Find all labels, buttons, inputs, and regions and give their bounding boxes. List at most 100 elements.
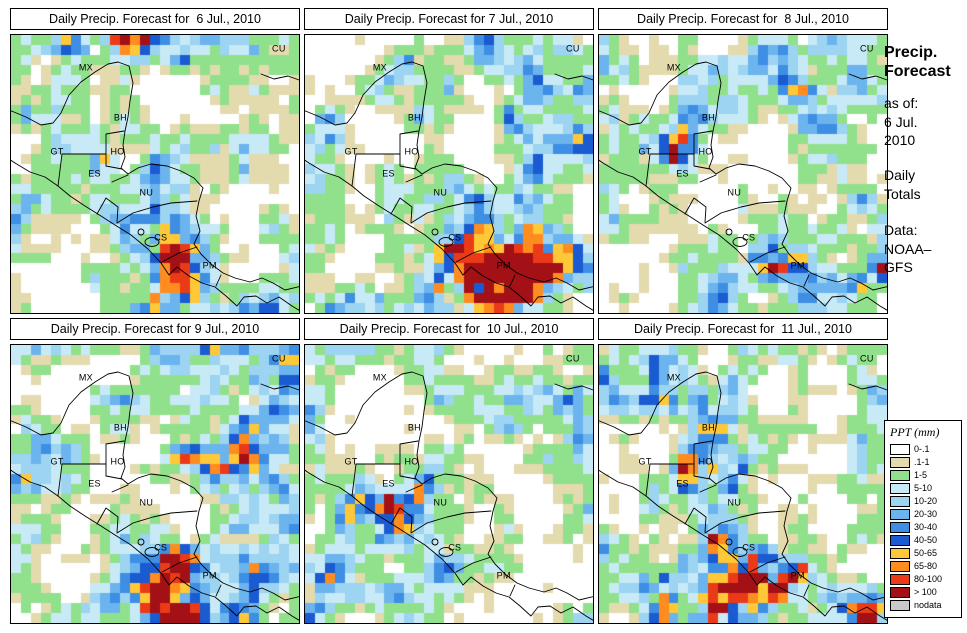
forecast-map: MX CU BH GT HO ES NU CS PM — [10, 34, 300, 314]
country-label-mx: MX — [78, 372, 93, 383]
legend-row: 1-5 — [890, 469, 957, 482]
legend-row: nodata — [890, 599, 957, 612]
country-label-nu: NU — [433, 187, 448, 198]
legend-swatch — [890, 535, 910, 546]
legend-row: .1-1 — [890, 456, 957, 469]
precip-grid-canvas — [599, 35, 887, 313]
panel-title: Daily Precip. Forecast for 11 Jul., 2010 — [598, 318, 888, 340]
country-label-gt: GT — [638, 456, 652, 467]
legend-entry-label: 40-50 — [914, 535, 938, 545]
country-label-gt: GT — [50, 146, 64, 157]
legend-swatch — [890, 509, 910, 520]
country-label-mx: MX — [78, 62, 93, 73]
legend-row: 50-65 — [890, 547, 957, 560]
country-label-pm: PM — [790, 260, 805, 271]
forecast-map: MX CU BH GT HO ES NU CS PM — [304, 344, 594, 624]
country-label-bh: BH — [701, 422, 715, 433]
sidebar-totals-line2: Totals — [884, 186, 921, 202]
legend: PPT (mm) 0-.1 .1-1 1-5 5-10 10-20 20-30 30-40 4… — [884, 420, 962, 618]
country-label-cu: CU — [566, 43, 580, 54]
legend-row: > 100 — [890, 586, 957, 599]
legend-swatch — [890, 470, 910, 481]
country-label-cu: CU — [272, 353, 286, 364]
country-label-es: ES — [676, 478, 689, 489]
legend-entry-label: 65-80 — [914, 561, 938, 571]
panel-title: Daily Precip. Forecast for 10 Jul., 2010 — [304, 318, 594, 340]
country-label-pm: PM — [496, 260, 511, 271]
legend-row: 0-.1 — [890, 443, 957, 456]
country-label-pm: PM — [790, 570, 805, 581]
legend-entry-label: 80-100 — [914, 574, 943, 584]
country-label-mx: MX — [666, 372, 681, 383]
legend-swatch — [890, 444, 910, 455]
country-label-gt: GT — [50, 456, 64, 467]
country-label-bh: BH — [407, 112, 421, 123]
country-label-es: ES — [382, 478, 395, 489]
country-label-cs: CS — [742, 542, 756, 553]
country-label-pm: PM — [202, 260, 217, 271]
sidebar-date-line2: 2010 — [884, 132, 916, 148]
country-label-es: ES — [88, 168, 101, 179]
panel-title: Daily Precip. Forecast for 7 Jul., 2010 — [304, 8, 594, 30]
country-label-gt: GT — [638, 146, 652, 157]
country-label-cu: CU — [860, 43, 874, 54]
legend-entry-label: 0-.1 — [914, 444, 930, 454]
country-label-cu: CU — [272, 43, 286, 54]
country-label-cu: CU — [566, 353, 580, 364]
country-label-cs: CS — [154, 542, 168, 553]
forecast-panel-1: Daily Precip. Forecast for 6 Jul., 2010 … — [10, 8, 300, 314]
legend-entry-label: 50-65 — [914, 548, 938, 558]
legend-entry-label: .1-1 — [914, 457, 930, 467]
legend-swatch — [890, 600, 910, 611]
sidebar-date-line1: 6 Jul. — [884, 114, 918, 130]
sidebar-source-line1: NOAA– — [884, 241, 932, 257]
country-label-bh: BH — [113, 112, 127, 123]
precip-grid-canvas — [305, 345, 593, 623]
legend-swatch — [890, 561, 910, 572]
legend-row: 10-20 — [890, 495, 957, 508]
legend-swatch — [890, 457, 910, 468]
forecast-panel-2: Daily Precip. Forecast for 7 Jul., 2010 … — [304, 8, 594, 314]
country-label-pm: PM — [202, 570, 217, 581]
country-label-ho: HO — [404, 146, 419, 157]
legend-entry-label: 30-40 — [914, 522, 938, 532]
legend-rows: 0-.1 .1-1 1-5 5-10 10-20 20-30 30-40 40-50 50-65… — [890, 443, 957, 612]
legend-swatch — [890, 574, 910, 585]
legend-entry-label: 10-20 — [914, 496, 938, 506]
sidebar-source-line2: GFS — [884, 259, 913, 275]
forecast-panel-3: Daily Precip. Forecast for 8 Jul., 2010 … — [598, 8, 888, 314]
country-label-nu: NU — [139, 187, 154, 198]
country-label-mx: MX — [666, 62, 681, 73]
country-label-nu: NU — [433, 497, 448, 508]
forecast-panel-4: Daily Precip. Forecast for 9 Jul., 2010 … — [10, 318, 300, 624]
country-label-gt: GT — [344, 456, 358, 467]
legend-entry-label: 1-5 — [914, 470, 928, 480]
legend-swatch — [890, 522, 910, 533]
sidebar-title-line1: Precip. — [884, 44, 938, 61]
country-label-nu: NU — [139, 497, 154, 508]
sidebar-data-label: Data: — [884, 222, 918, 238]
precip-grid-canvas — [599, 345, 887, 623]
country-label-gt: GT — [344, 146, 358, 157]
forecast-map: MX CU BH GT HO ES NU CS PM — [598, 344, 888, 624]
panel-title: Daily Precip. Forecast for 8 Jul., 2010 — [598, 8, 888, 30]
country-label-cs: CS — [448, 542, 462, 553]
legend-swatch — [890, 587, 910, 598]
legend-row: 20-30 — [890, 508, 957, 521]
country-label-es: ES — [88, 478, 101, 489]
legend-row: 30-40 — [890, 521, 957, 534]
country-label-cs: CS — [154, 232, 168, 243]
forecast-panel-5: Daily Precip. Forecast for 10 Jul., 2010… — [304, 318, 594, 624]
forecast-map: MX CU BH GT HO ES NU CS PM — [598, 34, 888, 314]
precip-grid-canvas — [11, 345, 299, 623]
legend-swatch — [890, 548, 910, 559]
country-label-bh: BH — [701, 112, 715, 123]
country-label-mx: MX — [372, 372, 387, 383]
legend-title: PPT (mm) — [890, 425, 940, 439]
legend-entry-label: 20-30 — [914, 509, 938, 519]
legend-entry-label: 5-10 — [914, 483, 933, 493]
country-label-bh: BH — [113, 422, 127, 433]
country-label-bh: BH — [407, 422, 421, 433]
precip-grid-canvas — [11, 35, 299, 313]
